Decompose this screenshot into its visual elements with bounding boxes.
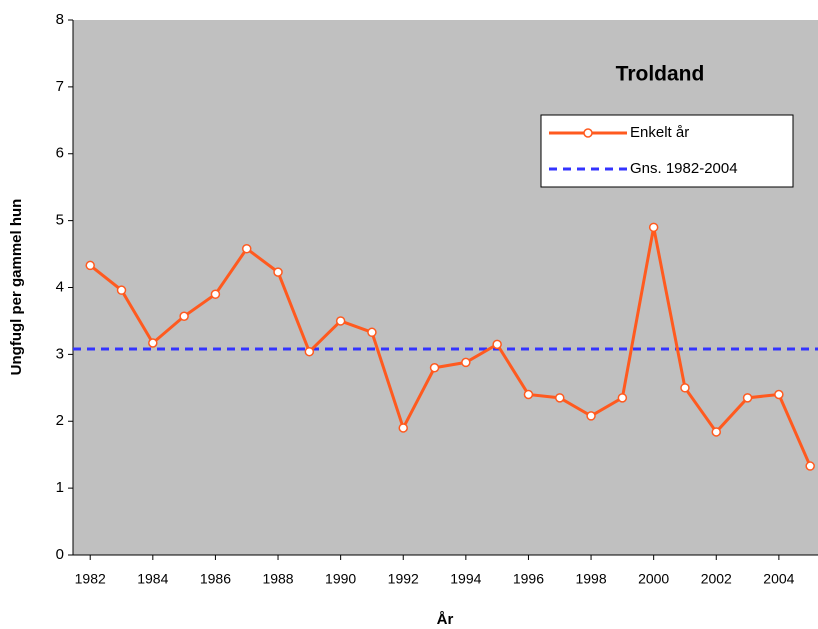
legend-marker (583, 128, 593, 138)
data-point (367, 327, 377, 338)
y-tick-label: 7 (56, 78, 64, 95)
y-tick-label: 3 (56, 345, 64, 362)
y-tick-label: 4 (56, 278, 64, 295)
data-point (680, 383, 690, 393)
data-point (210, 289, 221, 299)
legend-label: Enkelt år (630, 124, 689, 141)
plot-area (73, 20, 818, 555)
y-axis-label: Ungfugl per gammel hun (8, 199, 25, 376)
x-tick-label: 2002 (701, 571, 732, 587)
data-point (555, 393, 565, 403)
data-point (523, 389, 534, 400)
x-tick-label: 1988 (262, 571, 293, 587)
data-point (335, 316, 346, 326)
series-line (89, 227, 812, 467)
data-point (492, 339, 502, 350)
legend-box (540, 114, 794, 188)
data-point (805, 461, 815, 471)
data-point (85, 260, 95, 271)
data-point (116, 285, 127, 295)
data-point (398, 423, 408, 433)
x-tick-label: 1996 (513, 571, 544, 587)
data-point (648, 222, 659, 233)
data-point (461, 357, 471, 368)
data-point (241, 243, 252, 254)
x-axis-label: År (437, 611, 454, 628)
data-point (742, 393, 753, 403)
data-point (617, 393, 628, 403)
data-point (429, 363, 440, 373)
x-tick-label: 1994 (450, 571, 481, 587)
data-point (774, 389, 784, 400)
x-tick-label: 1984 (137, 571, 168, 587)
data-point (711, 427, 722, 437)
y-tick-label: 1 (56, 479, 64, 496)
data-point (304, 346, 315, 357)
data-point (586, 411, 596, 421)
data-point (179, 311, 189, 322)
y-tick-label: 6 (56, 145, 64, 162)
y-tick-label: 0 (56, 546, 64, 563)
y-tick-label: 5 (56, 212, 64, 229)
data-point (148, 338, 158, 348)
y-tick-label: 8 (56, 11, 64, 28)
x-tick-label: 1992 (388, 571, 419, 587)
data-point (273, 267, 283, 277)
x-tick-label: 1990 (325, 571, 356, 587)
x-tick-label: 1986 (200, 571, 231, 587)
y-tick-label: 2 (56, 412, 64, 429)
x-tick-label: 2004 (763, 571, 794, 587)
x-tick-label: 1982 (75, 571, 106, 587)
x-tick-label: 2000 (638, 571, 669, 587)
legend-label: Gns. 1982-2004 (630, 160, 738, 177)
chart-title: Troldand (616, 63, 705, 86)
x-tick-label: 1998 (575, 571, 606, 587)
